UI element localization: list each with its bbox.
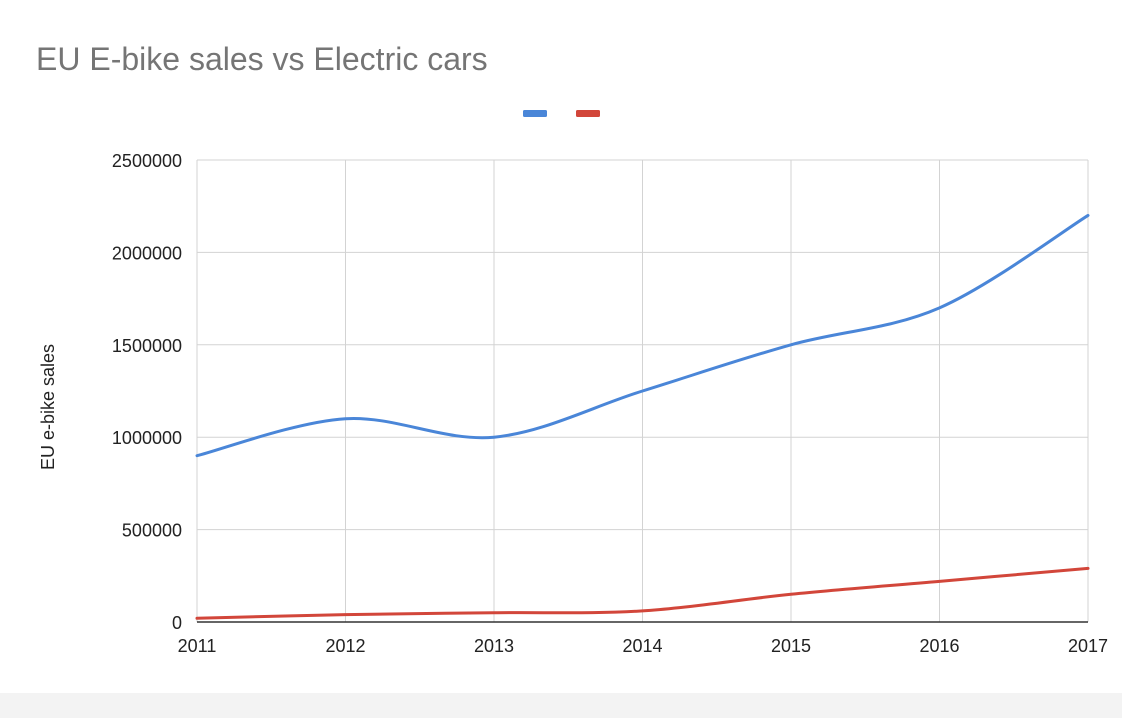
chart-title: EU E-bike sales vs Electric cars	[36, 41, 488, 77]
y-tick-label: 2000000	[112, 243, 182, 263]
legend-swatch-1	[523, 110, 547, 117]
y-tick-label: 500000	[122, 521, 182, 541]
y-tick-label: 1500000	[112, 336, 182, 356]
series-line-2	[195, 566, 1090, 620]
x-tick-label: 2017	[1068, 636, 1108, 656]
x-tick-label: 2016	[919, 636, 959, 656]
line-chart: EU E-bike sales vs Electric cars 0 500000…	[36, 41, 1108, 656]
x-tick-label: 2012	[325, 636, 365, 656]
x-axis-ticks: 2011 2012 2013 2014 2015 2016 2017	[178, 636, 1108, 656]
x-tick-label: 2015	[771, 636, 811, 656]
bottom-band	[0, 693, 1122, 718]
series-lines	[195, 213, 1090, 620]
gridlines	[196, 159, 1089, 622]
y-tick-label: 0	[172, 613, 182, 633]
y-axis-ticks: 0 500000 1000000 1500000 2000000 2500000	[112, 151, 182, 633]
y-tick-label: 1000000	[112, 428, 182, 448]
series-line-1	[195, 213, 1090, 458]
x-tick-label: 2014	[622, 636, 662, 656]
x-tick-label: 2011	[178, 636, 217, 656]
y-tick-label: 2500000	[112, 151, 182, 171]
legend-swatch-2	[576, 110, 600, 117]
legend	[523, 110, 600, 117]
x-tick-label: 2013	[474, 636, 514, 656]
y-axis-label: EU e-bike sales	[38, 344, 58, 470]
